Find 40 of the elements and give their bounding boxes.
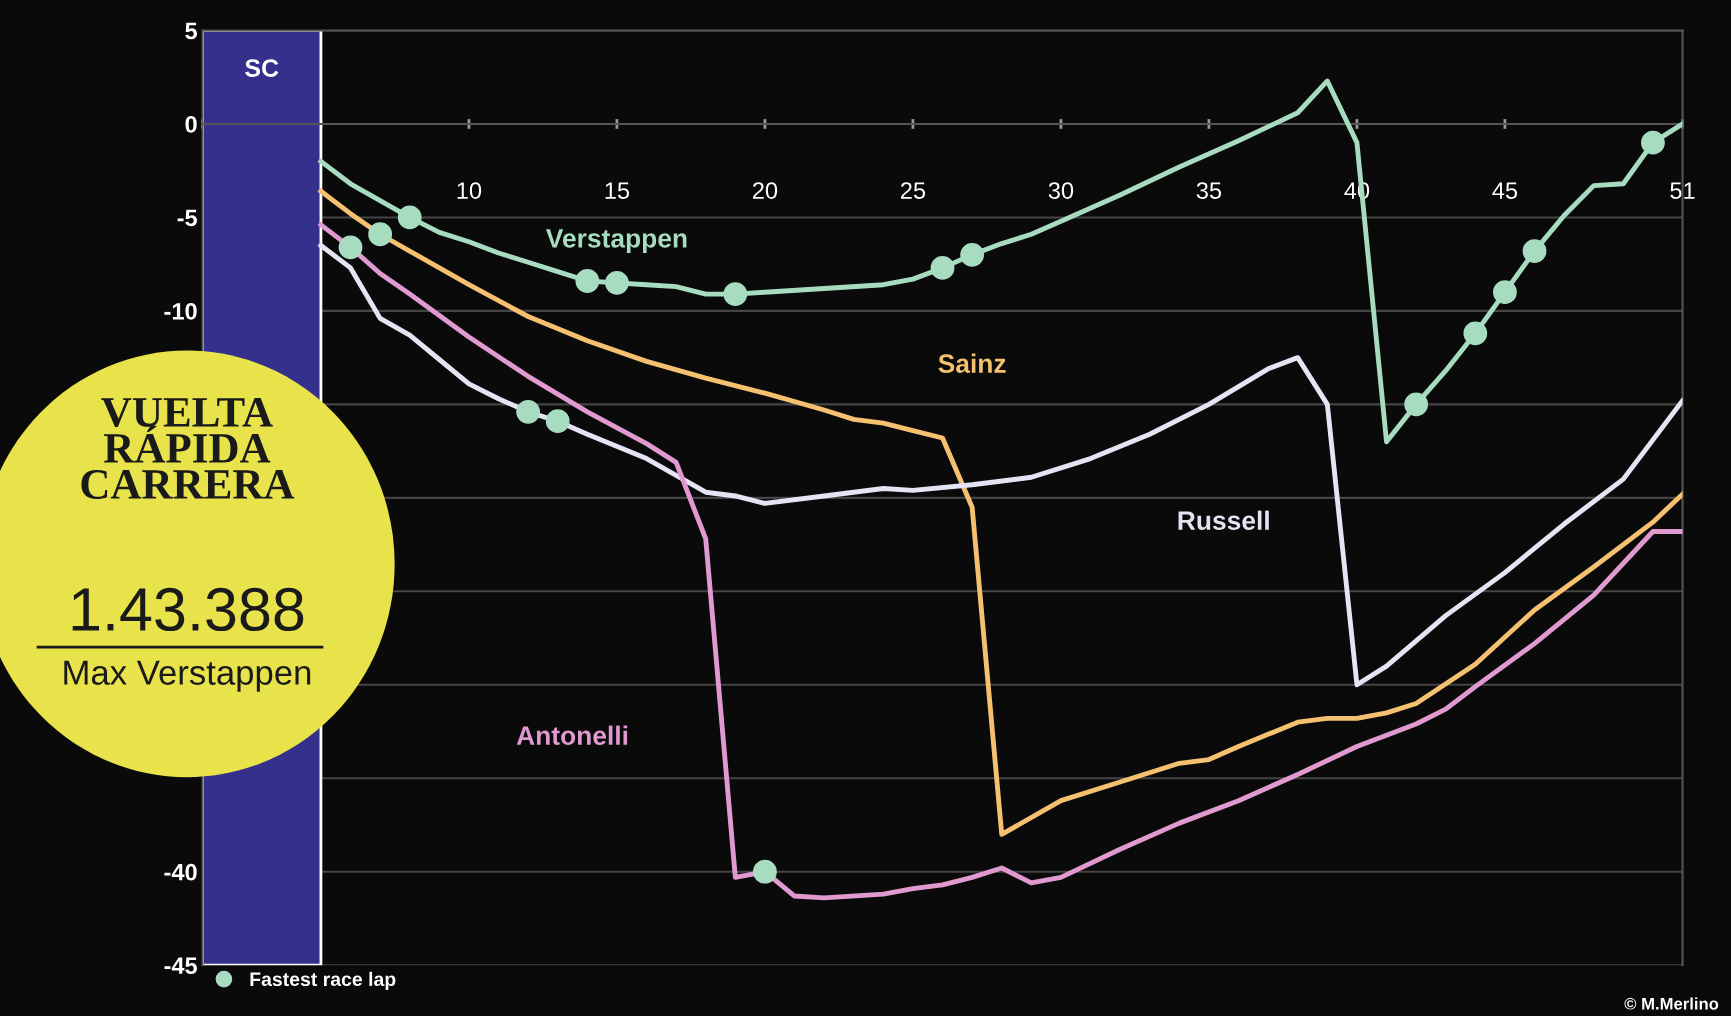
legend-label: Fastest race lap bbox=[250, 971, 396, 990]
point bbox=[338, 235, 363, 260]
point bbox=[545, 409, 570, 434]
y-tick-label: 5 bbox=[185, 22, 198, 40]
point bbox=[1404, 392, 1429, 417]
point bbox=[1641, 130, 1665, 155]
point bbox=[368, 222, 393, 247]
x-tick-label: 15 bbox=[605, 182, 630, 199]
x-tick-label: 20 bbox=[752, 182, 778, 199]
y-tick-label: -45 bbox=[164, 957, 198, 974]
text: © M.Merlino bbox=[1624, 997, 1719, 1010]
series-label: Verstappen bbox=[545, 229, 687, 253]
x-tick-label: 25 bbox=[900, 182, 926, 199]
point bbox=[1463, 321, 1488, 346]
point bbox=[753, 859, 777, 884]
annotation: VUELTA RÁPIDA CARRERA bbox=[81, 397, 295, 499]
point bbox=[1522, 239, 1547, 263]
point bbox=[930, 256, 955, 280]
point bbox=[397, 205, 422, 230]
y-tick-label: -5 bbox=[177, 209, 198, 227]
point bbox=[575, 269, 600, 293]
y-tick-label: -40 bbox=[164, 863, 197, 881]
annotation: Max Verstappen bbox=[64, 660, 311, 692]
point bbox=[1493, 280, 1517, 305]
point bbox=[516, 399, 541, 424]
y-tick-label: 0 bbox=[185, 116, 197, 133]
annotation: 1.43.388 bbox=[72, 587, 304, 632]
x-tick-label: 35 bbox=[1196, 182, 1222, 199]
text: Antonelli bbox=[516, 725, 628, 745]
band-label: SC bbox=[245, 59, 279, 77]
text: Sainz bbox=[938, 353, 1006, 373]
y-tick-label: -10 bbox=[164, 302, 197, 320]
point bbox=[960, 242, 985, 267]
point bbox=[723, 282, 748, 306]
point bbox=[605, 270, 629, 295]
x-tick-label: 45 bbox=[1492, 182, 1518, 199]
text: Russell bbox=[1178, 510, 1269, 531]
x-tick-label: 10 bbox=[457, 182, 482, 199]
x-tick-label: 30 bbox=[1048, 182, 1074, 199]
x-tick-label: 51 bbox=[1670, 182, 1695, 199]
